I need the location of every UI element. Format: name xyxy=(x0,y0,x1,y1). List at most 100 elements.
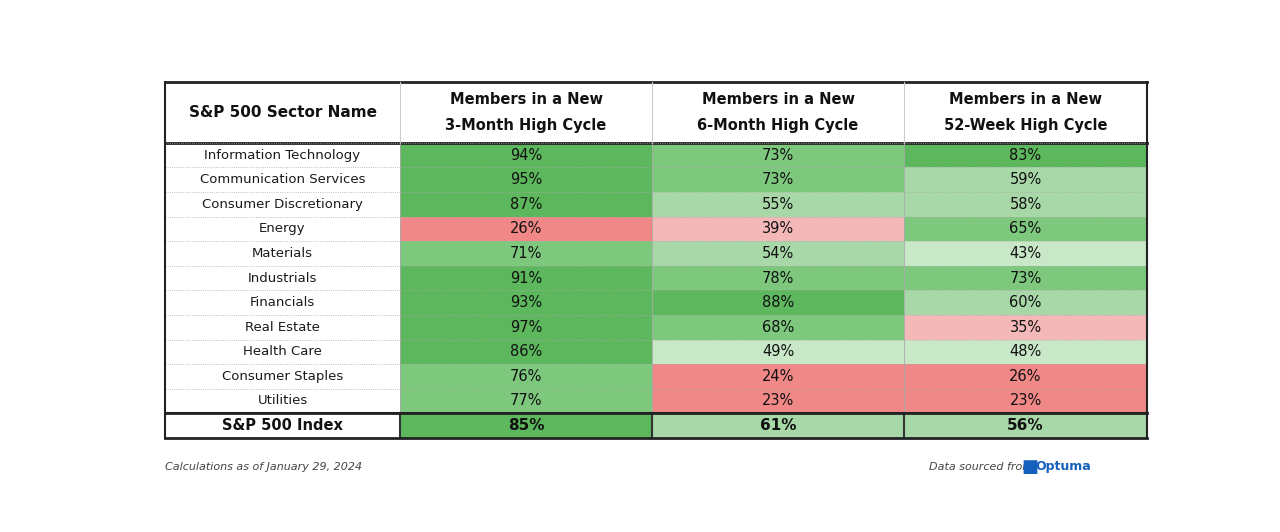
Bar xyxy=(165,364,401,389)
Text: 35%: 35% xyxy=(1010,320,1042,335)
Text: 73%: 73% xyxy=(762,148,794,163)
Text: 58%: 58% xyxy=(1010,197,1042,212)
Bar xyxy=(401,217,652,241)
Bar xyxy=(165,315,401,339)
Bar xyxy=(165,217,401,241)
Bar xyxy=(401,413,652,438)
Text: ■: ■ xyxy=(1021,458,1038,476)
Text: 24%: 24% xyxy=(762,369,794,384)
Bar xyxy=(401,290,652,315)
Bar xyxy=(904,143,1147,168)
Bar xyxy=(904,217,1147,241)
Text: 73%: 73% xyxy=(762,172,794,187)
Text: Information Technology: Information Technology xyxy=(205,148,361,162)
Text: 95%: 95% xyxy=(509,172,543,187)
Bar xyxy=(904,241,1147,266)
Text: 49%: 49% xyxy=(762,344,794,359)
Text: Optuma: Optuma xyxy=(1036,460,1091,473)
Text: 55%: 55% xyxy=(762,197,794,212)
Bar xyxy=(652,241,904,266)
Text: 26%: 26% xyxy=(509,221,543,236)
Text: S&P 500 Sector Name: S&P 500 Sector Name xyxy=(188,105,376,120)
Bar xyxy=(904,413,1147,438)
Text: 26%: 26% xyxy=(1010,369,1042,384)
Text: Members in a New: Members in a New xyxy=(449,92,603,107)
Bar xyxy=(165,143,401,168)
Text: Financials: Financials xyxy=(250,296,315,309)
Text: Members in a New: Members in a New xyxy=(948,92,1102,107)
Text: 97%: 97% xyxy=(509,320,543,335)
Text: 73%: 73% xyxy=(1010,271,1042,286)
Bar xyxy=(652,389,904,413)
Bar xyxy=(165,413,401,438)
Bar xyxy=(652,217,904,241)
Text: 87%: 87% xyxy=(509,197,543,212)
Bar xyxy=(652,315,904,339)
Bar xyxy=(652,168,904,192)
Text: 39%: 39% xyxy=(762,221,794,236)
Bar xyxy=(652,290,904,315)
Bar xyxy=(904,315,1147,339)
Text: S&P 500 Index: S&P 500 Index xyxy=(221,418,343,433)
Text: 23%: 23% xyxy=(762,394,794,409)
Text: Energy: Energy xyxy=(259,222,306,236)
Bar xyxy=(904,290,1147,315)
Bar xyxy=(652,266,904,290)
Text: Data sourced from: Data sourced from xyxy=(929,462,1033,471)
Bar xyxy=(904,266,1147,290)
Bar xyxy=(401,241,652,266)
Text: Health Care: Health Care xyxy=(243,345,323,359)
Bar xyxy=(401,168,652,192)
Text: 56%: 56% xyxy=(1007,418,1043,433)
Bar xyxy=(165,168,401,192)
Bar xyxy=(401,143,652,168)
Text: 52-Week High Cycle: 52-Week High Cycle xyxy=(943,118,1107,133)
Text: 71%: 71% xyxy=(509,246,543,261)
Bar xyxy=(401,266,652,290)
Text: 60%: 60% xyxy=(1010,295,1042,310)
Text: Communication Services: Communication Services xyxy=(200,173,365,186)
Text: 54%: 54% xyxy=(762,246,794,261)
Bar xyxy=(165,290,401,315)
Text: Members in a New: Members in a New xyxy=(701,92,855,107)
Bar xyxy=(652,413,904,438)
Text: 91%: 91% xyxy=(509,271,543,286)
Bar xyxy=(401,192,652,217)
Text: 43%: 43% xyxy=(1010,246,1042,261)
Text: Real Estate: Real Estate xyxy=(244,321,320,334)
Text: Utilities: Utilities xyxy=(257,394,307,408)
Bar xyxy=(401,364,652,389)
Text: 76%: 76% xyxy=(509,369,543,384)
Bar xyxy=(401,389,652,413)
Bar xyxy=(904,192,1147,217)
Bar xyxy=(165,266,401,290)
Bar xyxy=(401,339,652,364)
Bar xyxy=(904,339,1147,364)
Bar xyxy=(652,143,904,168)
Text: 61%: 61% xyxy=(760,418,796,433)
Text: 86%: 86% xyxy=(509,344,543,359)
Bar xyxy=(165,241,401,266)
Text: 77%: 77% xyxy=(509,394,543,409)
Text: 85%: 85% xyxy=(508,418,544,433)
Text: 3-Month High Cycle: 3-Month High Cycle xyxy=(445,118,607,133)
Text: 83%: 83% xyxy=(1010,148,1042,163)
Text: Materials: Materials xyxy=(252,247,314,260)
Bar xyxy=(165,339,401,364)
Text: 93%: 93% xyxy=(509,295,543,310)
Bar xyxy=(652,364,904,389)
Text: Consumer Staples: Consumer Staples xyxy=(221,370,343,383)
Bar xyxy=(904,168,1147,192)
Bar xyxy=(165,192,401,217)
Text: 6-Month High Cycle: 6-Month High Cycle xyxy=(698,118,859,133)
Bar xyxy=(904,364,1147,389)
Text: 23%: 23% xyxy=(1010,394,1042,409)
Text: Calculations as of January 29, 2024: Calculations as of January 29, 2024 xyxy=(165,462,362,471)
Text: 65%: 65% xyxy=(1010,221,1042,236)
Text: 94%: 94% xyxy=(509,148,543,163)
Bar xyxy=(652,192,904,217)
Text: 88%: 88% xyxy=(762,295,794,310)
Text: 59%: 59% xyxy=(1010,172,1042,187)
Text: Industrials: Industrials xyxy=(248,271,317,285)
Text: Consumer Discretionary: Consumer Discretionary xyxy=(202,198,364,211)
